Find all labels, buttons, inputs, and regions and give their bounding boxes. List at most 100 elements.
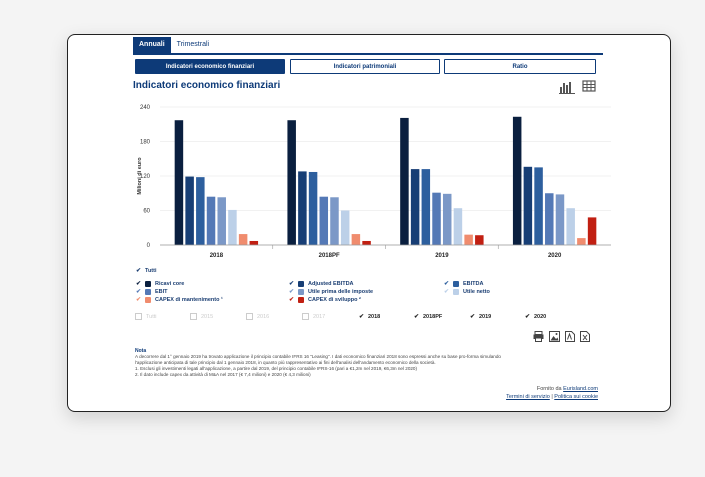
year-filter[interactable]: 2016: [246, 313, 269, 320]
y-axis-label: Milioni di euro: [137, 157, 143, 195]
legend-swatch: [298, 296, 304, 303]
bar: [432, 192, 441, 245]
table-icon[interactable]: [582, 80, 598, 94]
segment-economico[interactable]: Indicatori economico finanziari: [135, 59, 285, 74]
legend-item[interactable]: ✔ CAPEX di mantenimento ¹: [135, 296, 223, 303]
terms-link[interactable]: Termini di servizio: [506, 394, 550, 400]
bar: [228, 209, 237, 245]
note-line: 2. Il dato include capex da attività di …: [135, 372, 311, 377]
bar: [319, 196, 329, 245]
bar: [534, 167, 543, 245]
bar: [577, 238, 586, 245]
pdf-icon[interactable]: [565, 331, 575, 342]
legend-swatch: [453, 288, 459, 295]
excel-icon[interactable]: [580, 331, 590, 342]
year-filter[interactable]: 2017: [302, 313, 325, 320]
checkbox-icon: [246, 313, 253, 320]
legend-label: Utile netto: [463, 288, 490, 295]
print-icon[interactable]: [533, 331, 544, 342]
legend-swatch: [145, 280, 151, 287]
check-icon: ✔: [135, 289, 142, 295]
legend-item[interactable]: ✔ Utile prima delle imposte: [288, 288, 373, 295]
tab-trimestrali[interactable]: Trimestrali: [176, 41, 210, 48]
brand-link[interactable]: Eurisland.com: [563, 386, 598, 392]
year-filter[interactable]: ✔ 2018PF: [413, 313, 443, 321]
note-block: Nota A decorrere dal 1° gennaio 2019 ha …: [135, 348, 665, 378]
x-tick-label: 2018PF: [319, 253, 340, 259]
provided-label: Fornito da: [536, 386, 562, 392]
year-filter[interactable]: ✔ 2019: [469, 313, 491, 321]
note-line: l'applicazione anticipata di tale princi…: [135, 360, 436, 365]
year-label: 2018: [368, 313, 381, 320]
checkbox-icon: [135, 313, 142, 320]
year-label: Tutti: [146, 313, 157, 320]
legend-label: Ricavi core: [155, 280, 185, 287]
legend-swatch: [298, 288, 304, 295]
bar-chart: 0 60 120 180 240 Milioni di euro 2018 2018PF 201…: [137, 105, 611, 259]
legend-all-label: Tutti: [145, 267, 157, 274]
x-tick-label: 2020: [548, 253, 562, 259]
checkbox-icon: [190, 313, 197, 320]
check-icon: ✔: [443, 281, 450, 287]
legend-item[interactable]: ✔ Utile netto: [443, 288, 490, 295]
y-tick-label: 120: [140, 174, 151, 180]
bar-chart-icon[interactable]: [559, 80, 575, 94]
year-filter[interactable]: 2015: [190, 313, 213, 320]
bar: [512, 116, 522, 246]
bar: [545, 193, 554, 245]
year-label: 2018PF: [423, 313, 443, 320]
legend-item[interactable]: ✔ Ricavi core: [135, 280, 184, 287]
note-line: A decorrere dal 1° gennaio 2019 ha trova…: [135, 354, 501, 359]
tab-annuali[interactable]: Annuali: [133, 37, 171, 53]
check-icon: ✔: [524, 314, 531, 320]
note-line: 1. Esclusi gli investimenti legati all'a…: [135, 366, 418, 371]
legend-item[interactable]: ✔ EBIT: [135, 288, 168, 295]
year-label: 2020: [534, 313, 547, 320]
y-tick-label: 180: [140, 140, 151, 146]
bar: [442, 193, 452, 245]
bar: [410, 169, 420, 245]
widget-card: Annuali Trimestrali Indicatori economico…: [67, 34, 671, 412]
year-filter[interactable]: ✔ 2020: [524, 313, 547, 321]
check-icon: ✔: [288, 281, 295, 287]
legend-item[interactable]: ✔ EBITDA: [443, 280, 483, 287]
bar: [308, 171, 318, 245]
legend-swatch: [145, 288, 151, 295]
bar: [298, 171, 307, 245]
bar: [566, 208, 575, 245]
bar: [351, 234, 361, 245]
bar: [523, 166, 533, 245]
year-label: 2016: [257, 313, 270, 320]
check-icon: ✔: [135, 281, 142, 287]
legend-all[interactable]: ✔ Tutti: [135, 267, 157, 275]
bar: [555, 194, 565, 245]
y-tick-label: 0: [147, 243, 151, 249]
period-tabs: Annuali Trimestrali: [133, 37, 603, 55]
image-icon[interactable]: [549, 331, 560, 342]
legend-swatch: [453, 280, 459, 287]
legend-swatch: [145, 296, 151, 303]
check-icon: ✔: [135, 297, 142, 303]
check-icon: ✔: [358, 314, 365, 320]
legend-label: Adjusted EBITDA: [308, 280, 354, 287]
legend-item[interactable]: ✔ CAPEX di sviluppo ²: [288, 296, 361, 303]
y-tick-label: 240: [140, 105, 151, 111]
cookies-link[interactable]: Politica sui cookie: [554, 394, 598, 400]
legend-label: CAPEX di sviluppo ²: [308, 296, 361, 303]
bar: [196, 177, 205, 245]
bar: [340, 210, 350, 245]
bar: [185, 176, 194, 245]
segment-ratio[interactable]: Ratio: [444, 59, 596, 74]
year-filter[interactable]: ✔ 2018: [358, 313, 381, 321]
segment-patrimoniali[interactable]: Indicatori patrimoniali: [290, 59, 440, 74]
legend-item[interactable]: ✔ Adjusted EBITDA: [288, 280, 354, 287]
bar: [464, 234, 473, 245]
bar: [287, 120, 296, 245]
year-filter[interactable]: Tutti: [135, 313, 157, 320]
bar: [475, 235, 484, 245]
footer-separator: |: [551, 394, 553, 400]
check-icon: ✔: [135, 268, 142, 274]
bar: [362, 240, 371, 245]
check-icon: ✔: [413, 314, 420, 320]
footer-links: Termini di servizio | Politica sui cooki…: [506, 394, 598, 400]
